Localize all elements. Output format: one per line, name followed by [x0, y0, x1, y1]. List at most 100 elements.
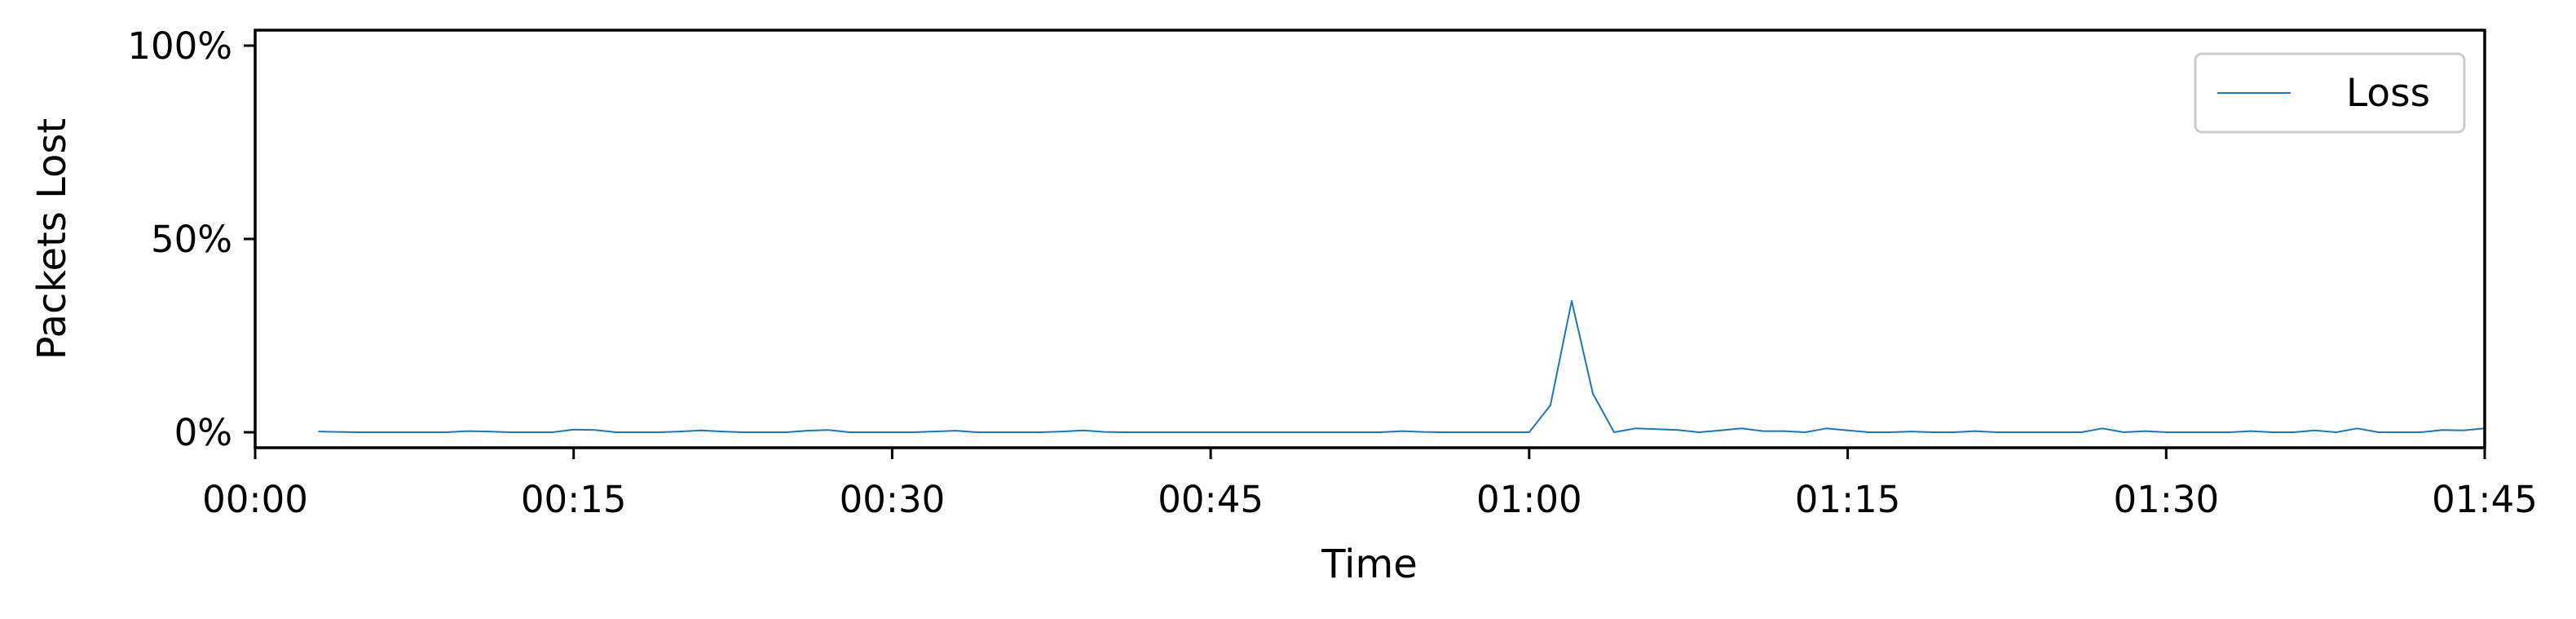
data-point: [1379, 431, 1382, 433]
data-point: [2441, 429, 2443, 431]
data-point: [2377, 431, 2380, 433]
data-point: [1167, 431, 1169, 433]
data-point: [1528, 431, 1530, 433]
data-point: [1083, 429, 1084, 431]
data-point: [2144, 430, 2146, 432]
data-point: [593, 429, 596, 431]
x-axis-title: Time: [1321, 542, 1417, 587]
data-point: [658, 431, 659, 433]
legend-box: [2194, 52, 2466, 134]
data-point: [2080, 431, 2082, 433]
data-point: [1931, 431, 1934, 433]
data-point: [1889, 431, 1891, 433]
data-point: [827, 429, 830, 431]
data-point: [1634, 427, 1636, 430]
data-point: [2463, 429, 2464, 431]
data-point: [1400, 430, 1403, 432]
data-point: [2292, 431, 2295, 433]
legend: Loss: [2194, 52, 2466, 134]
data-point: [466, 430, 469, 432]
data-point: [785, 431, 787, 433]
data-point: [2356, 427, 2358, 430]
data-point: [360, 431, 363, 433]
data-point: [1146, 431, 1148, 433]
data-point: [764, 431, 765, 433]
x-tick-label: 01:45: [2432, 478, 2538, 521]
data-point: [1231, 431, 1233, 433]
x-tick-label: 01:30: [2113, 478, 2219, 521]
y-tick-label: 0%: [174, 411, 232, 454]
data-point: [1592, 392, 1594, 395]
data-point: [551, 431, 554, 433]
data-point: [1422, 431, 1424, 433]
data-point: [1783, 430, 1785, 432]
y-tick-label: 50%: [151, 218, 232, 261]
data-point: [1868, 431, 1870, 433]
data-point: [1039, 431, 1042, 433]
data-point: [2186, 431, 2189, 433]
data-point: [2229, 431, 2231, 433]
data-point: [1507, 431, 1509, 433]
data-point: [2165, 431, 2168, 433]
data-point: [1550, 405, 1551, 406]
data-point: [1295, 431, 1297, 433]
data-point: [912, 431, 915, 433]
x-axis: 00:00 00:15 00:30 00:45 01:00 01:15 01:30 01:45: [202, 448, 2538, 521]
y-tick-label: 100%: [127, 24, 232, 68]
data-point: [2123, 431, 2124, 433]
data-point: [721, 431, 723, 432]
data-point: [1464, 431, 1467, 433]
data-point: [2102, 427, 2103, 430]
x-tick-label: 00:45: [1158, 478, 1264, 521]
data-point: [572, 428, 575, 431]
x-tick-label: 01:15: [1795, 478, 1901, 521]
data-point: [1804, 431, 1806, 433]
data-point: [2314, 429, 2316, 431]
data-point: [1846, 429, 1849, 431]
data-point: [637, 431, 638, 433]
data-point: [382, 431, 384, 433]
data-point: [2208, 431, 2210, 433]
data-point: [1953, 431, 1955, 433]
data-point: [1018, 431, 1021, 433]
data-point: [1613, 431, 1615, 433]
data-point: [1358, 431, 1361, 433]
x-tick-label: 00:30: [840, 478, 946, 521]
x-tick-label: 00:00: [202, 478, 308, 521]
y-axis: 0% 50% 100%: [127, 24, 255, 454]
data-point: [679, 431, 681, 432]
data-point: [1061, 431, 1063, 432]
data-point: [849, 431, 851, 433]
data-point: [1210, 431, 1211, 433]
data-point: [1656, 428, 1657, 431]
legend-label-loss: Loss: [2346, 71, 2430, 116]
data-point: [1443, 431, 1445, 433]
data-point: [318, 431, 320, 432]
data-point: [530, 431, 532, 433]
data-point: [806, 430, 809, 431]
data-point: [339, 431, 341, 433]
data-point: [1719, 429, 1722, 431]
plot-area: [318, 299, 2486, 433]
data-point: [1974, 430, 1976, 432]
data-point: [976, 431, 978, 433]
data-point: [2335, 431, 2337, 433]
data-point: [933, 431, 936, 432]
data-point: [1677, 429, 1678, 431]
data-point: [1485, 431, 1488, 433]
data-point: [1825, 427, 1828, 430]
y-axis-title: Packets Lost: [29, 118, 75, 360]
data-point: [2271, 431, 2274, 433]
data-point: [1189, 431, 1190, 433]
data-point: [2038, 431, 2040, 433]
data-point: [1125, 431, 1127, 433]
data-point: [870, 431, 872, 433]
data-point: [2420, 431, 2422, 433]
data-point: [615, 431, 617, 433]
data-point: [445, 431, 448, 433]
data-point: [1104, 431, 1105, 433]
data-point: [997, 431, 999, 433]
data-point: [891, 431, 893, 433]
